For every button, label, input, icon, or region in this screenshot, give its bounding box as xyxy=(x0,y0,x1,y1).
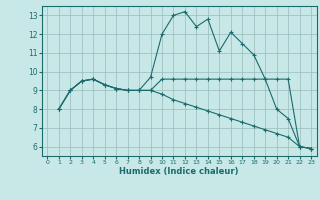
X-axis label: Humidex (Indice chaleur): Humidex (Indice chaleur) xyxy=(119,167,239,176)
